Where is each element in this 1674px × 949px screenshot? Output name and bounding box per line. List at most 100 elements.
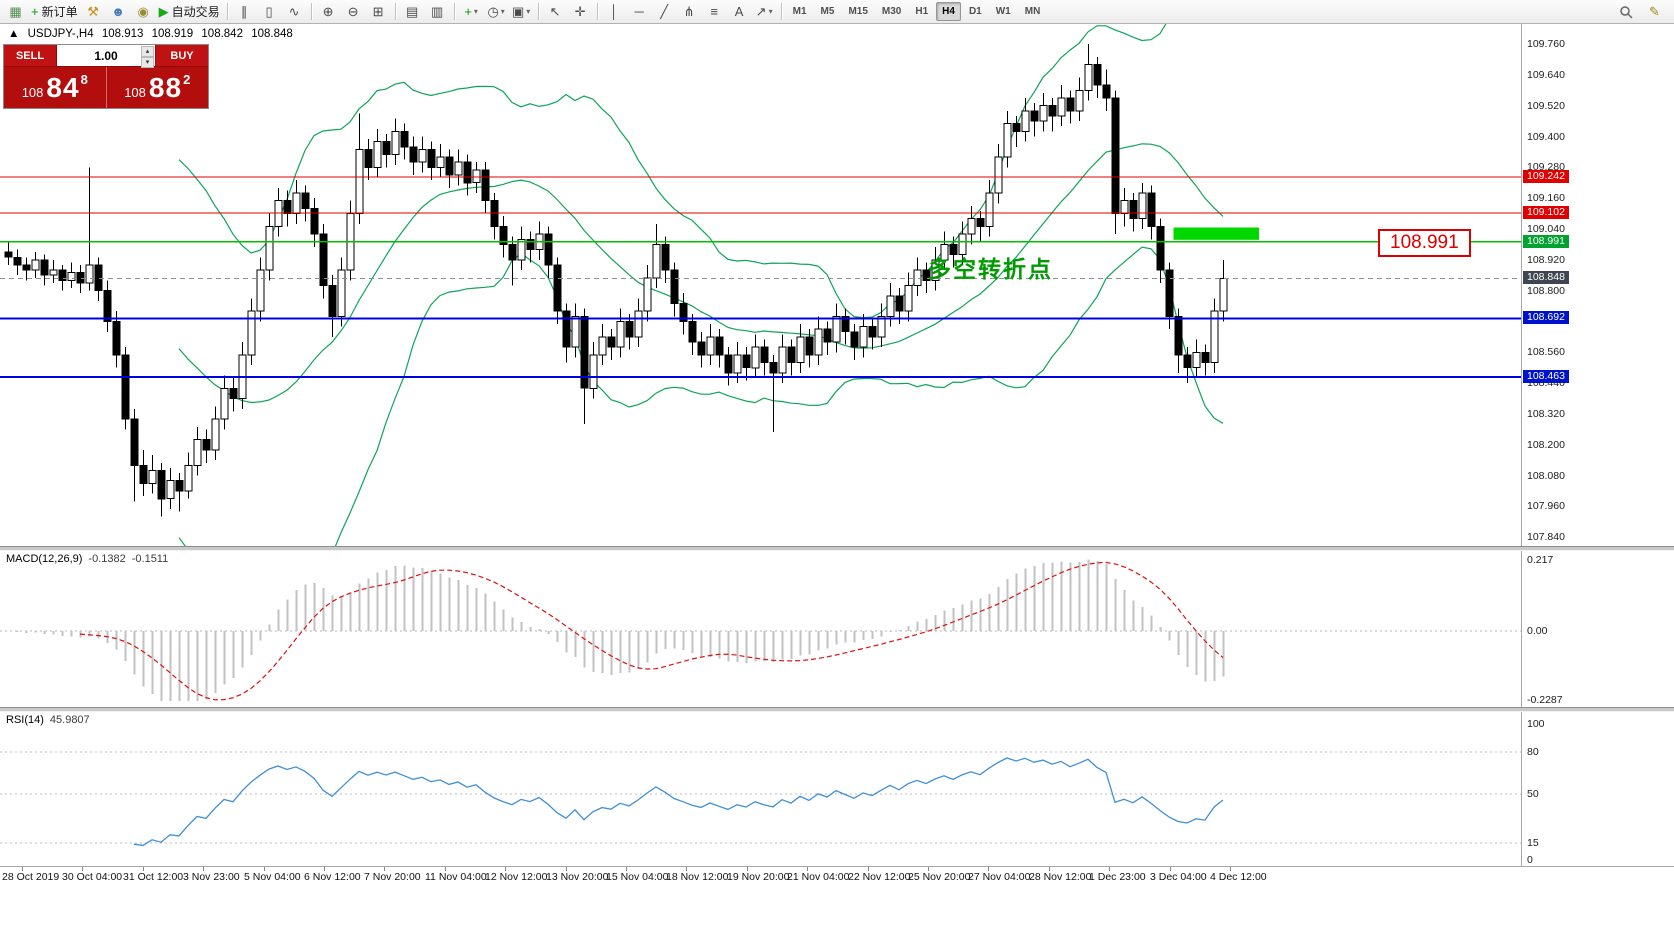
- dropdown-caret-icon: ▾: [768, 7, 773, 16]
- timeframe-w1-button[interactable]: W1: [995, 6, 1011, 17]
- chart-window-icon[interactable]: ▦: [3, 1, 28, 23]
- arrow-objects-icon: ↗: [755, 4, 767, 19]
- toolbar-separator: [453, 3, 455, 20]
- auto-arrange-icon[interactable]: ▤: [400, 1, 425, 23]
- arrow-objects-icon[interactable]: ↗ ▾: [752, 1, 777, 23]
- pitchfork-icon[interactable]: ⋔: [677, 1, 702, 23]
- ohlc-close: 108.848: [251, 28, 293, 40]
- pivot-annotation-text[interactable]: 多空转折点: [928, 256, 1053, 282]
- price-axis-badge: 109.242: [1523, 170, 1569, 183]
- timeframe-m1-button[interactable]: M1: [792, 6, 807, 17]
- rsi-axis-label: 15: [1527, 837, 1539, 849]
- dropdown-caret-icon: ▾: [500, 7, 505, 16]
- time-axis[interactable]: 28 Oct 2019 30 Oct 04:00 31 Oct 12:00 3 Nov…: [0, 866, 1674, 889]
- horizontal-line-icon: ─: [634, 4, 644, 19]
- macd-axis[interactable]: 0.217 0.00 -0.2287: [1522, 551, 1674, 707]
- fibonacci-icon[interactable]: ≡: [702, 1, 727, 23]
- zoom-out-icon: ⊖: [347, 4, 359, 19]
- price-axis-border: [1521, 24, 1522, 866]
- autotrading-icon: ▶: [158, 4, 169, 19]
- toolbar-right: ✎: [1613, 1, 1671, 23]
- sell-button[interactable]: SELL: [4, 45, 56, 66]
- crosshair-icon[interactable]: ✛: [568, 1, 593, 23]
- timeframe-h4-button[interactable]: H4: [936, 2, 961, 21]
- timeframe-h1-button[interactable]: H1: [915, 6, 929, 17]
- time-axis-tick: [445, 867, 446, 871]
- tile-windows-icon[interactable]: ⊞: [366, 1, 391, 23]
- price-axis-label: 108.800: [1527, 285, 1565, 297]
- macd-signal-line: [79, 561, 1224, 701]
- cursor-icon[interactable]: ↖: [543, 1, 568, 23]
- buy-button[interactable]: BUY: [156, 45, 208, 66]
- price-axis-label: 108.080: [1527, 470, 1565, 482]
- rsi-panel-resizer[interactable]: [0, 707, 1674, 712]
- candlestick-chart-icon[interactable]: ▯: [257, 1, 282, 23]
- price-axis-label: 109.520: [1527, 100, 1565, 112]
- fibonacci-icon: ≡: [710, 4, 718, 19]
- templates-icon[interactable]: ▣ ▾: [509, 1, 534, 23]
- volume-input[interactable]: 1.00 ▴ ▾: [56, 45, 156, 68]
- timeframe-d1-button[interactable]: D1: [968, 6, 982, 17]
- sell-price-main: 108: [21, 85, 44, 100]
- zoom-out-icon[interactable]: ⊖: [341, 1, 366, 23]
- line-chart-icon[interactable]: ∿: [282, 1, 307, 23]
- macd-axis-label: 0.00: [1527, 625, 1548, 637]
- bar-chart-icon: ∥: [240, 4, 248, 19]
- timeframe-m5-button[interactable]: M5: [820, 6, 835, 17]
- time-axis-tick: [82, 867, 83, 871]
- macd-indicator-panel[interactable]: [0, 551, 1521, 707]
- horizontal-line-icon[interactable]: ─: [627, 1, 652, 23]
- price-axis-badge: 108.692: [1523, 311, 1569, 324]
- price-axis-label: 108.320: [1527, 408, 1565, 420]
- time-axis-label: 21 Nov 04:00: [787, 871, 850, 883]
- main-price-chart[interactable]: [0, 24, 1521, 546]
- buy-price-button[interactable]: 108 88 2: [106, 67, 208, 108]
- search-button[interactable]: [1613, 1, 1638, 23]
- toolbar-separator: [310, 3, 312, 20]
- text-label-icon[interactable]: A: [727, 1, 752, 23]
- bollinger-middle-band: [178, 143, 1224, 404]
- bar-chart-icon[interactable]: ∥: [232, 1, 257, 23]
- time-axis-tick: [566, 867, 567, 871]
- chart-shift-icon[interactable]: ▥: [425, 1, 450, 23]
- rsi-axis[interactable]: 100 80 50 15 0: [1522, 712, 1674, 866]
- volume-up-button[interactable]: ▴: [141, 46, 154, 57]
- sell-price-button[interactable]: 108 84 8: [4, 67, 107, 108]
- price-axis-badge: 108.848: [1523, 271, 1569, 284]
- indicators-icon[interactable]: + ▾: [459, 1, 484, 23]
- tile-windows-icon: ⊞: [372, 4, 384, 19]
- buy-price-big: 88: [148, 71, 183, 103]
- highlight-rectangle[interactable]: [1173, 227, 1260, 240]
- autotrading-button[interactable]: ▶ 自动交易: [156, 1, 223, 23]
- one-click-trading-panel: SELL 1.00 ▴ ▾ BUY 108 84 8 108 88 2: [3, 44, 209, 109]
- crosshair-icon: ✛: [574, 4, 586, 19]
- notifications-icon[interactable]: ◉: [131, 1, 156, 23]
- timeframe-mn-button[interactable]: MN: [1024, 6, 1041, 17]
- rsi-indicator-panel[interactable]: [0, 712, 1521, 866]
- edit-button[interactable]: ✎: [1642, 1, 1667, 23]
- macd-panel-resizer[interactable]: [0, 546, 1674, 551]
- time-axis-label: 25 Nov 20:00: [908, 871, 971, 883]
- time-axis-label: 12 Nov 12:00: [485, 871, 548, 883]
- trendline-icon[interactable]: ╱: [652, 1, 677, 23]
- metaeditor-icon[interactable]: ⚒: [81, 1, 106, 23]
- timeframe-m30-button[interactable]: M30: [881, 6, 902, 17]
- time-axis-label: 5 Nov 04:00: [244, 871, 301, 883]
- chart-window-icon: ▦: [9, 4, 22, 19]
- profile-icon[interactable]: ☻: [106, 1, 131, 23]
- new-order-button[interactable]: + 新订单: [28, 1, 81, 23]
- periods-icon[interactable]: ◷ ▾: [484, 1, 509, 23]
- price-level-tag[interactable]: 108.991: [1378, 229, 1471, 257]
- rsi-line: [133, 757, 1224, 847]
- main-price-axis[interactable]: 109.760 109.640 109.520 109.400 109.280 109.1…: [1522, 24, 1674, 546]
- metaeditor-icon: ⚒: [87, 4, 99, 19]
- volume-down-button[interactable]: ▾: [141, 57, 154, 68]
- timeframe-m15-button[interactable]: M15: [848, 6, 868, 17]
- price-axis-label: 109.640: [1527, 69, 1565, 81]
- templates-icon: ▣: [511, 4, 525, 19]
- time-axis-label: 27 Nov 04:00: [968, 871, 1031, 883]
- zoom-in-icon[interactable]: ⊕: [316, 1, 341, 23]
- rsi-axis-label: 100: [1527, 718, 1545, 730]
- symbol-info-bar: ▲ USDJPY-,H4 108.913 108.919 108.842 108…: [8, 28, 298, 40]
- vertical-line-icon[interactable]: │: [602, 1, 627, 23]
